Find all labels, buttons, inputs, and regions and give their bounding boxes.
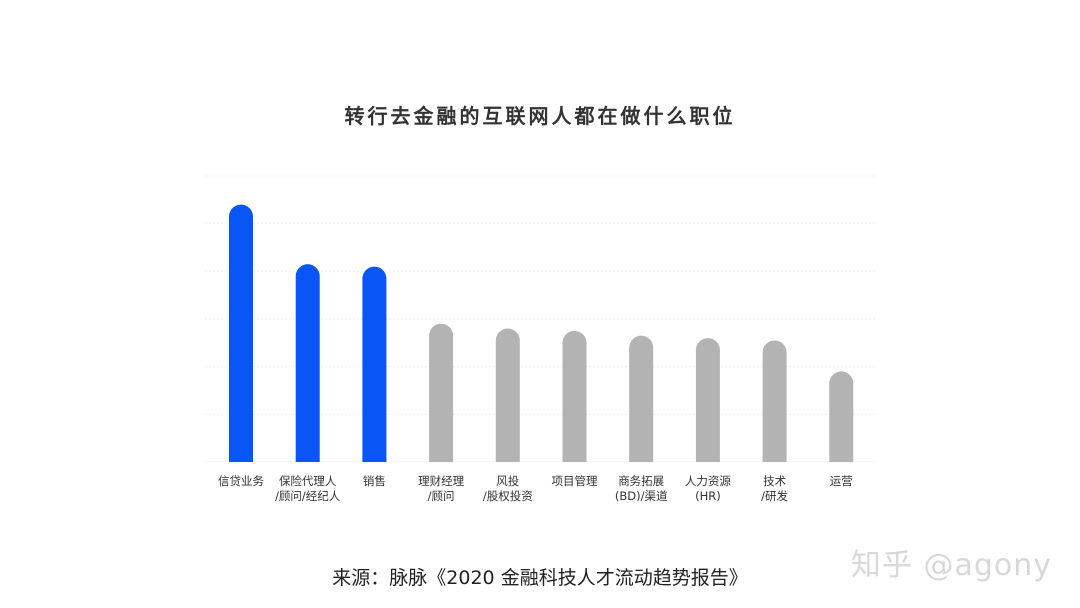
bar [362,266,387,474]
bar [695,338,720,474]
x-tick-label: (BD)/渠道 [615,489,668,503]
bar [229,204,253,474]
x-tick-label: 运营 [830,474,853,488]
x-tick-label: 理财经理 [418,474,464,488]
x-tick-label: 项目管理 [552,474,598,488]
x-tick-label: /股权投资 [483,489,533,503]
x-tick-label: 信贷业务 [218,474,264,488]
x-tick-label: 商务拓展 [618,474,664,488]
bar [629,335,654,474]
bar [562,330,587,474]
bar [762,340,787,474]
x-tick-label: 风投 [496,474,519,488]
x-tick-label: /研发 [761,489,788,503]
bar [829,371,854,474]
chart-title: 转行去金融的互联网人都在做什么职位 [344,104,736,128]
bar [429,323,454,474]
x-tick-label: 销售 [363,474,386,488]
x-tick-label: 保险代理人 [279,474,337,488]
bar [295,264,320,474]
x-tick-label: (HR) [695,489,721,503]
watermark: 知乎 @agony [850,548,1052,583]
x-tick-label: /顾问/经纪人 [275,489,341,503]
source-note: 来源：脉脉《2020 金融科技人才流动趋势报告》 [332,567,748,589]
x-tick-label: 人力资源 [685,474,731,488]
baseline-mask [195,462,885,482]
bar [495,328,520,474]
x-tick-label: 技术 [763,474,786,488]
x-tick-label: /顾问 [428,489,455,503]
